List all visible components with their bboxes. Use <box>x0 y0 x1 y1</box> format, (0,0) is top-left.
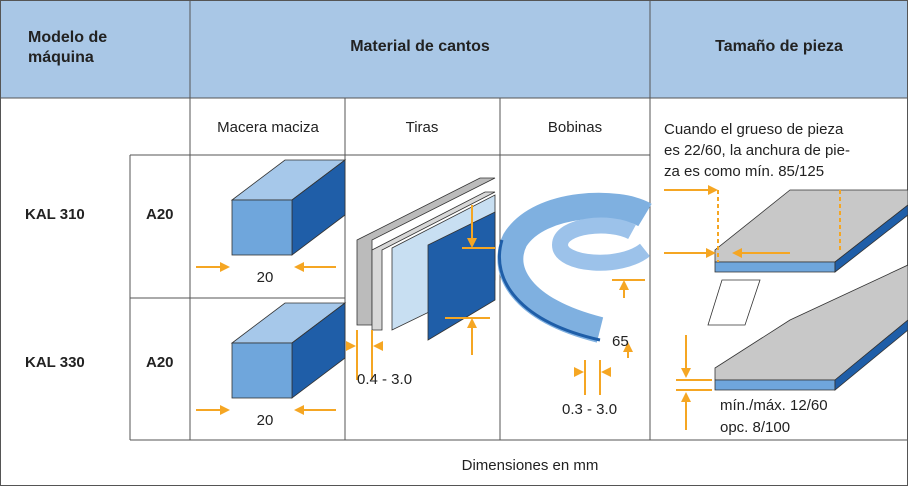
model: KAL 330 <box>25 354 85 371</box>
note: Cuando el grueso de pieza <box>664 121 844 138</box>
coil <box>497 192 652 395</box>
solid-block <box>196 302 347 415</box>
footer: Dimensiones en mm <box>462 457 599 474</box>
header-cell: máquina <box>28 49 94 66</box>
header-cell: Modelo de <box>28 29 107 46</box>
unit: A20 <box>146 206 174 223</box>
dimension: 20 <box>257 269 274 286</box>
dimension: mín./máx. 12/60 <box>720 397 828 414</box>
subheader: Bobinas <box>548 119 602 136</box>
dimension: opc. 8/100 <box>720 419 790 436</box>
dimension: 0.3 - 3.0 <box>562 401 617 418</box>
workpiece <box>664 185 908 430</box>
dimension: 0.4 - 3.0 <box>357 371 412 388</box>
note: za es como mín. 85/125 <box>664 163 824 180</box>
header-cell: Tamaño de pieza <box>715 38 843 55</box>
dimension: 20 <box>257 412 274 429</box>
header-band <box>0 0 908 98</box>
unit: A20 <box>146 354 174 371</box>
model: KAL 310 <box>25 206 85 223</box>
note: es 22/60, la anchura de pie- <box>664 142 850 159</box>
subheader: Tiras <box>406 119 439 136</box>
strips <box>346 177 496 380</box>
subheader: Macera maciza <box>217 119 319 136</box>
solid-block <box>196 159 347 272</box>
dimension: 65 <box>612 333 629 350</box>
header-cell: Material de cantos <box>350 38 490 55</box>
